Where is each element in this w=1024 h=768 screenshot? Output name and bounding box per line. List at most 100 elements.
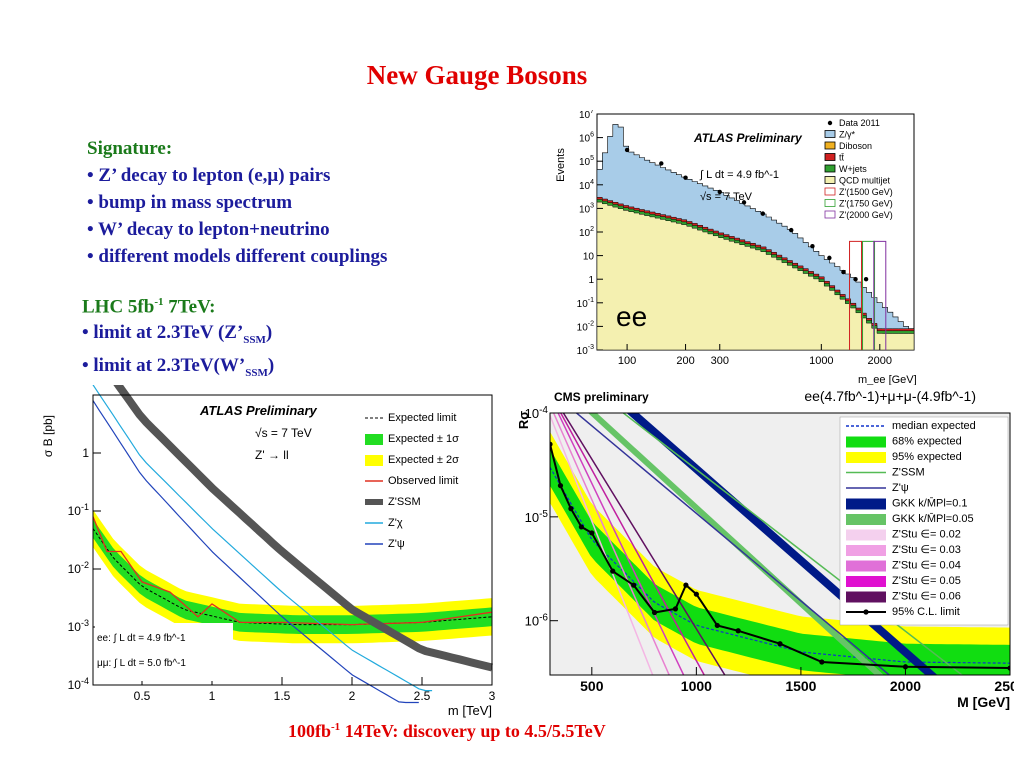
x-tick-label: 1000 <box>809 355 833 367</box>
atlas-limit-panel: 10-4 10-3 10-2 10-1 1 0.5 1 1.5 2 2.5 3 σ B [pb] m [… <box>40 385 502 720</box>
legend-swatch <box>824 141 836 150</box>
legend-entry: Observed limit <box>388 475 458 487</box>
limit-point <box>672 606 679 612</box>
y-tick-label: 10-6 <box>525 613 549 629</box>
y-tick-label: 10-2 <box>577 320 594 333</box>
observed-limit-line <box>92 516 493 626</box>
data-point <box>863 277 869 282</box>
data-point <box>810 244 815 249</box>
data-point <box>683 175 688 180</box>
slide-title: New Gauge Bosons <box>366 60 588 90</box>
legend-entry: Z'χ <box>388 517 403 529</box>
legend-swatch <box>846 436 886 448</box>
x-tick-label: 1 <box>209 689 216 703</box>
legend-swatch <box>824 130 836 138</box>
legend-entry: Z'ψ <box>388 538 405 550</box>
data-point <box>659 161 664 166</box>
zstu-005-curve <box>559 413 706 675</box>
x-tick-label: 200 <box>676 355 694 367</box>
legend-swatch <box>846 545 886 556</box>
lhc-limit-zprime: • limit at 2.3TeV (Z’SSM) <box>82 320 274 353</box>
legend-entry: Z'(1500 GeV) <box>839 187 893 197</box>
limit-point <box>902 664 909 670</box>
legend-swatch <box>846 591 886 603</box>
legend-entry: tt̄ <box>839 153 845 163</box>
limit-point <box>693 591 699 597</box>
limit2-text: • limit at 2.3TeV(W’ <box>82 355 246 377</box>
limit-point <box>578 524 584 530</box>
data-point <box>827 255 832 261</box>
legend-entry: Z'(1750 GeV) <box>839 199 893 209</box>
legend-entry: W+jets <box>839 164 867 174</box>
limit2-sub: SSM <box>245 366 268 379</box>
legend-swatch <box>824 210 836 219</box>
limit-point <box>714 622 720 629</box>
x-tick-label: 3 <box>489 689 496 703</box>
signature-heading: Signature: <box>87 138 173 159</box>
lumi-annotation: ∫ L dt = 4.9 fb^-1 <box>699 169 779 181</box>
energy-annotation: √s = 7 TeV <box>700 191 753 203</box>
x-axis-label: m [TeV] <box>448 703 492 718</box>
x-tick-label: 2.5 <box>414 689 431 703</box>
zstu-002-curve <box>550 413 654 675</box>
legend-entry: Z'ψ <box>892 482 909 494</box>
lhc-block: LHC 5fb-1 7TeV: • limit at 2.3TeV (Z’SSM… <box>82 289 274 386</box>
legend-swatch <box>846 560 886 572</box>
bullet-wprime-decay: • W’ decay to lepton+neutrino <box>87 219 330 240</box>
zstu-004-curve <box>557 413 685 675</box>
x-tick-label: 100 <box>618 355 636 367</box>
legend-entry: QCD multijet <box>839 176 891 186</box>
x-tick-label: 1000 <box>681 678 712 694</box>
cms-limit-chart: 10-410-510-65001000150020002500RσM [GeV]… <box>516 388 1014 710</box>
limit-point <box>589 530 595 536</box>
legend-swatch <box>824 153 836 161</box>
zpsi-curve <box>92 400 419 704</box>
x-axis-label: M [GeV] <box>957 694 1010 710</box>
y-tick-label: 1 <box>588 275 594 286</box>
chart-title: ATLAS Preliminary <box>693 131 803 145</box>
y-tick-label: 10-2 <box>68 560 89 576</box>
zprime-signal-1 <box>862 240 876 350</box>
atlas-mass-spectrum-chart: 10-3 10-2 10-1 1 10 102 103 104 105 106 107 100 200 3… <box>555 110 917 386</box>
chart-title: ATLAS Preliminary <box>199 403 318 418</box>
gkk01-curve <box>626 413 938 675</box>
legend-entry: Z'Stu ∈= 0.02 <box>892 529 961 541</box>
zchi-curve <box>92 385 433 692</box>
qcd-stack <box>596 201 915 351</box>
energy-annotation: √s = 7 TeV <box>255 426 312 440</box>
limit-point <box>777 641 783 647</box>
lumi-ee-annotation: ee: ∫ L dt = 4.9 fb^-1 <box>97 633 186 644</box>
legend-entry: Z'(2000 GeV) <box>839 210 893 220</box>
y-tick-label: 102 <box>579 226 594 239</box>
lhc-heading-sup: -1 <box>154 296 164 308</box>
legend-entry: 95% C.L. limit <box>892 606 960 618</box>
legend-entry: Z'Stu ∈= 0.03 <box>892 544 961 556</box>
y-tick-label: 1 <box>82 446 89 460</box>
legend-entry: Expected ± 1σ <box>388 433 459 445</box>
plot-frame-border <box>92 394 493 686</box>
legend-swatch <box>824 199 836 207</box>
zpsi-curve <box>575 413 891 675</box>
lumi-box <box>95 623 233 681</box>
legend-entry: 95% expected <box>892 451 962 463</box>
limit2-tail: ) <box>267 355 275 377</box>
legend-swatch <box>846 514 886 525</box>
legend-entry: Data 2011 <box>839 118 880 128</box>
y-axis-label: Rσ <box>516 411 531 429</box>
limit-point <box>568 506 574 512</box>
legend-entry: GKK k/M̄Pl=0.1 <box>892 497 968 510</box>
data-point <box>853 277 858 282</box>
y-tick-label: 10-3 <box>577 344 594 357</box>
limit-point <box>550 441 553 447</box>
data-point <box>741 200 747 205</box>
legend-swatch <box>846 498 886 510</box>
legend-swatch <box>824 176 836 184</box>
y-tick-label: 10-5 <box>525 509 549 525</box>
legend-entry: 68% expected <box>892 436 962 448</box>
plot-frame-border <box>549 412 1011 676</box>
y-tick-label: 10-1 <box>577 297 594 310</box>
bullet-bump: • bump in mass spectrum <box>87 192 293 213</box>
y-tick-label: 105 <box>579 155 594 168</box>
signature-block: Signature: • Z’ decay to lepton (e,μ) pa… <box>87 135 387 270</box>
y-tick-label: 10 <box>583 252 595 263</box>
